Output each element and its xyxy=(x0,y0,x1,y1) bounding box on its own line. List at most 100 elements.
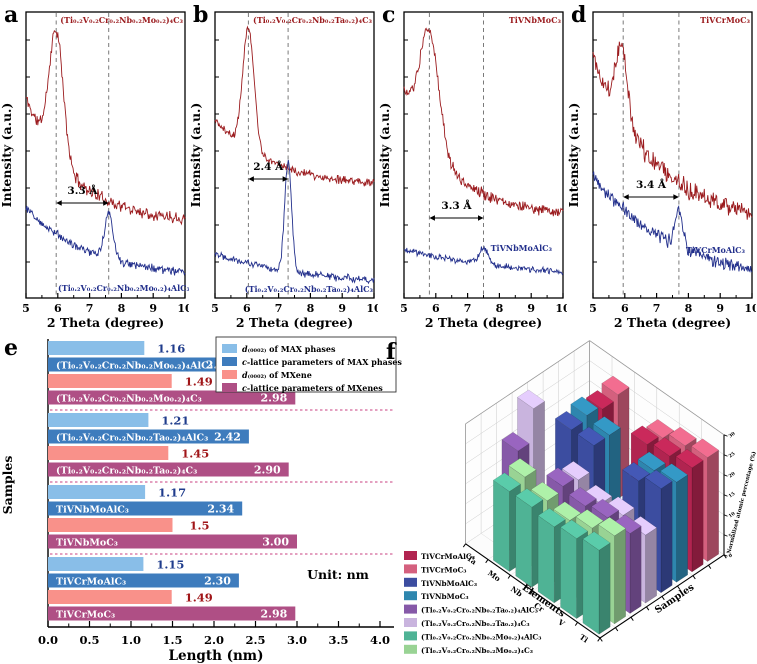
panel-letter-b: b xyxy=(193,2,209,28)
z-tick-label: 0 xyxy=(728,553,734,560)
bar-c_mxene xyxy=(48,462,289,477)
d-spacing-annotation: 3.3 Å xyxy=(67,183,98,197)
bar3d-top xyxy=(622,462,651,482)
bar3d-top xyxy=(653,437,682,457)
bar-sample-label: (Ti₀.₂V₀.₂Cr₀.₂Nb₀.₂Mo₀.₂)₄C₃ xyxy=(56,393,202,404)
x-tick-label: 8 xyxy=(118,302,126,315)
bar3d-top xyxy=(553,501,582,521)
bar3d-front xyxy=(537,515,555,604)
x-axis-label: 2 Theta (degree) xyxy=(47,315,164,330)
z-tick xyxy=(723,454,728,457)
bar-value-label: 1.49 xyxy=(185,591,213,605)
mxene-series-label: TiVCrMoC₃ xyxy=(700,15,750,25)
bar3d-side xyxy=(614,528,626,625)
mxene-series-label: (Ti₀.₂V₀.₂Cr₀.₂Nb₀.₂Mo₀.₂)₄C₃ xyxy=(60,15,183,25)
bar3d-side xyxy=(645,527,657,604)
bar-sample-label: TiVCrMoC₃ xyxy=(56,609,115,620)
legend-swatch xyxy=(404,551,417,560)
x-tick-label: 5 xyxy=(400,302,408,315)
max-series-label: (Ti₀.₂V₀.₂Cr₀.₂Nb₀.₂Ta₀.₂)₄AlC₃ xyxy=(245,284,374,294)
bar-d_max xyxy=(48,557,144,571)
element-tick xyxy=(462,543,467,548)
xrd-panel-a: a 5 6 7 8 9 10 2 Theta (degree) Intensity (a.u.… xyxy=(0,0,189,335)
arrowhead-right xyxy=(673,194,679,200)
z-tick xyxy=(723,554,728,557)
element-tick-label: V xyxy=(556,617,567,628)
x-tick-label: 8 xyxy=(496,302,504,315)
y-axis-label: Intensity (a.u.) xyxy=(567,103,581,208)
bar3d-top xyxy=(592,416,621,436)
x-tick-label: 8 xyxy=(685,302,693,315)
max-xrd-curve xyxy=(25,205,186,276)
bar3d-side xyxy=(707,449,719,562)
x-tick-label: 9 xyxy=(149,302,157,315)
bar-d_mxene xyxy=(48,374,172,388)
sample-tick xyxy=(599,637,603,642)
box-edge xyxy=(589,340,725,436)
x-tick-label: 5 xyxy=(211,302,219,315)
xrd-chart-a: 5 6 7 8 9 10 2 Theta (degree) Intensity (a.u.) (… xyxy=(0,11,189,330)
bar-d_max xyxy=(48,413,149,427)
bar3d-top xyxy=(515,488,544,508)
x-tick-label: 7 xyxy=(464,302,472,315)
bar3d-top xyxy=(508,458,537,478)
xrd-chart-b: 5 6 7 8 9 10 2 Theta (degree) Intensity (a.u.) (… xyxy=(189,11,378,330)
bar3d-top xyxy=(568,487,597,507)
x-tick-label: 7 xyxy=(653,302,661,315)
sample-tick xyxy=(692,575,696,580)
bar-value-label: 1.17 xyxy=(158,486,186,500)
bar-c_max xyxy=(48,501,243,516)
bar3d-top xyxy=(577,426,606,446)
bar-d_max xyxy=(48,485,146,499)
bar3d-top xyxy=(561,461,590,481)
mxene-xrd-curve xyxy=(403,27,564,217)
bar3d-side xyxy=(660,480,673,594)
arrowhead-right xyxy=(478,215,484,221)
legend-label: d₍₀₀₀₂₎ of MXene xyxy=(242,370,312,380)
bar3d-panel-f: f Ti V Cr Nb Mo Ta 0 5 10 15 20 25 30 Elements Samples… xyxy=(386,335,757,664)
legend-label: (Ti₀.₂V₀.₂Cr₀.₂Nb₀.₂Ta₀.₂)₄AlC₃ xyxy=(421,606,538,615)
z-tick-label: 25 xyxy=(728,451,737,460)
bar-d_max xyxy=(48,341,145,355)
sample-tick xyxy=(677,585,681,590)
bar3d-top xyxy=(560,519,589,539)
bar3d-top xyxy=(637,451,666,471)
z-tick-label: 10 xyxy=(728,511,737,520)
x-tick-label: 6 xyxy=(243,302,251,315)
bar-value-label: 2.30 xyxy=(204,575,231,588)
x-tick-label: 10 xyxy=(177,302,189,315)
element-tick xyxy=(485,559,489,564)
bar3d-top xyxy=(601,375,630,395)
bar-c_mxene xyxy=(48,534,297,549)
arrowhead-right xyxy=(103,200,109,206)
z-tick xyxy=(723,494,728,497)
bar3d-top xyxy=(644,469,673,489)
bar-sample-label: (Ti₀.₂V₀.₂Cr₀.₂Nb₀.₂Mo₀.₂)₄AlC₃ xyxy=(56,360,213,371)
x-tick-label: 7 xyxy=(86,302,94,315)
y-axis-label: Intensity (a.u.) xyxy=(189,103,203,208)
x-tick-label: 1.5 xyxy=(162,633,182,647)
bar3d-front xyxy=(582,538,600,635)
bar3d-top xyxy=(554,410,583,431)
mxene-xrd-curve xyxy=(214,25,375,187)
x-tick-label: 10 xyxy=(366,302,378,315)
legend-swatch xyxy=(404,604,417,614)
bar-value-label: 1.5 xyxy=(189,519,209,533)
x-tick-label: 9 xyxy=(716,302,724,315)
lattice-parameter-bar-chart: 0.0 0.5 1.0 1.5 2.0 2.5 3.0 3.5 4.0 Length (nm) Sa… xyxy=(0,336,402,664)
bar-sample-label: TiVCrMoAlC₃ xyxy=(56,576,126,587)
panel-letter-c: c xyxy=(382,2,396,28)
xrd-chart-d: 5 6 7 8 9 10 2 Theta (degree) Intensity (a.u.) T… xyxy=(567,11,756,330)
bar3d-top xyxy=(537,507,566,528)
bar3d-front xyxy=(560,526,577,619)
element-tick xyxy=(507,574,511,579)
legend-swatch xyxy=(404,644,417,654)
legend-swatch xyxy=(404,591,417,601)
bar3d-side xyxy=(676,474,688,583)
bar3d-front xyxy=(493,479,510,572)
bar3d-top xyxy=(691,438,720,458)
x-tick-label: 2.0 xyxy=(204,633,224,647)
x-tick-label: 0.0 xyxy=(38,633,58,647)
